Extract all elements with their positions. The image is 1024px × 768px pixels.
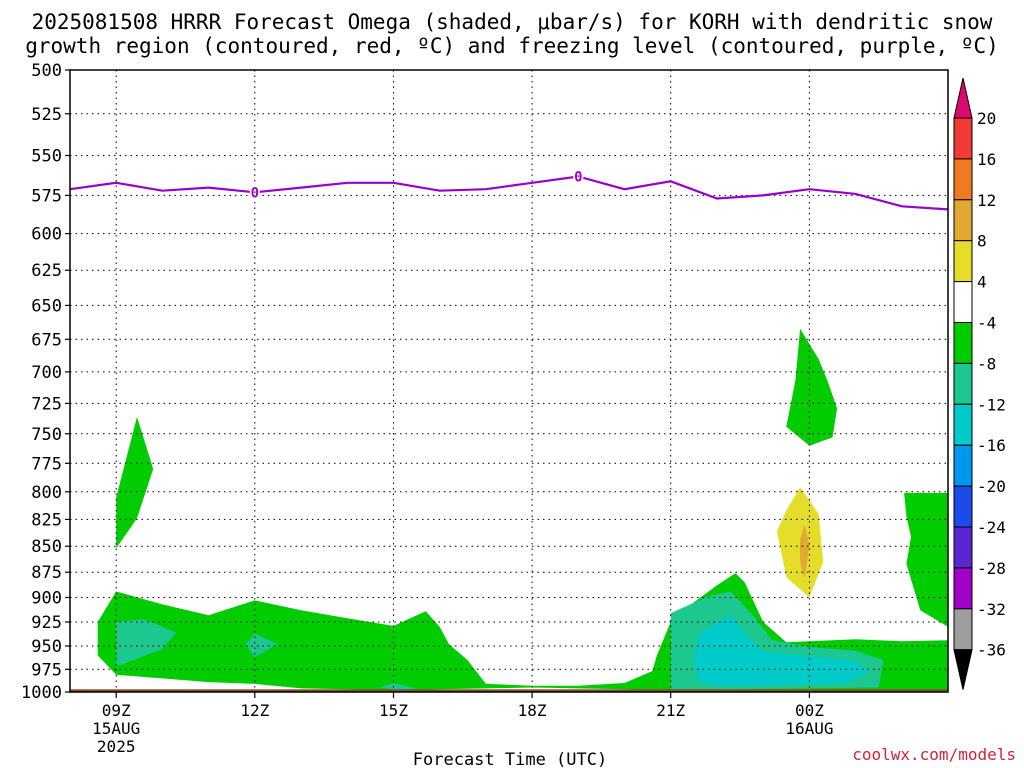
y-tick-label-700: 700 xyxy=(31,363,62,383)
colorbar-swatch--12 xyxy=(953,362,973,405)
x-tick-label-21Z: 21Z xyxy=(656,701,685,720)
credit-text: coolwx.com/models xyxy=(852,745,1016,764)
colorbar-swatch-4 xyxy=(953,240,973,283)
freezing-level-label-bg-1 xyxy=(573,168,584,184)
y-tick-label-525: 525 xyxy=(31,105,62,125)
x-tick-label-12Z: 12Z xyxy=(240,701,269,720)
colorbar-swatch--8 xyxy=(953,322,973,364)
y-tick-label-725: 725 xyxy=(31,394,62,414)
y-tick-label-900: 900 xyxy=(31,589,62,609)
y-tick-label-650: 650 xyxy=(31,296,62,316)
y-tick-label-850: 850 xyxy=(31,537,62,557)
colorbar-label-16: 16 xyxy=(977,150,996,169)
plot-frame xyxy=(69,69,949,693)
x-tick-label-09Z: 09Z xyxy=(102,701,131,720)
colorbar-label-4: 4 xyxy=(977,273,987,292)
colorbar-bottom-arrow xyxy=(953,649,973,690)
x-tick-label-18Z: 18Z xyxy=(518,701,547,720)
x-axis-label: Forecast Time (UTC) xyxy=(413,750,607,768)
y-tick-label-1000: 1000 xyxy=(21,683,62,703)
freezing-level-label-0: 0 xyxy=(251,185,259,201)
colorbar-label--28: -28 xyxy=(977,559,1006,578)
colorbar-swatch-8 xyxy=(953,199,973,242)
colorbar-label--32: -32 xyxy=(977,600,1006,619)
plot-area: 00 xyxy=(69,69,949,693)
y-tick-label-800: 800 xyxy=(31,483,62,503)
colorbar-label-20: 20 xyxy=(977,109,996,128)
colorbar-swatch--24 xyxy=(953,485,973,528)
x-tick-sublabel-09Z-0: 15AUG xyxy=(92,719,140,738)
freezing-level-label-bg-0 xyxy=(249,184,260,200)
y-tick-label-675: 675 xyxy=(31,330,62,350)
omega-region-1 xyxy=(116,416,154,549)
colorbar-label-8: 8 xyxy=(977,232,987,251)
freezing-level-line xyxy=(69,175,949,211)
y-tick-label-550: 550 xyxy=(31,147,62,167)
y-tick-label-575: 575 xyxy=(31,186,62,206)
colorbar-label--16: -16 xyxy=(977,436,1006,455)
x-tick-sublabel-00Z-0: 16AUG xyxy=(785,719,833,738)
colorbar-swatch-16 xyxy=(953,117,973,160)
freezing-level-layer: 00 xyxy=(69,168,949,211)
y-tick-label-600: 600 xyxy=(31,225,62,245)
y-tick-label-625: 625 xyxy=(31,261,62,281)
x-tick-sublabel-09Z-1: 2025 xyxy=(97,737,136,756)
colorbar-label--8: -8 xyxy=(977,354,996,373)
omega-region-3 xyxy=(904,492,948,627)
colorbar-swatch--36 xyxy=(953,608,973,651)
colorbar-label--20: -20 xyxy=(977,477,1006,496)
freezing-level-label-1: 0 xyxy=(574,169,582,185)
y-tick-label-950: 950 xyxy=(31,637,62,657)
omega-shading-layer xyxy=(97,328,948,691)
y-tick-label-875: 875 xyxy=(31,563,62,583)
omega-region-2 xyxy=(786,328,838,446)
colorbar-label--36: -36 xyxy=(977,641,1006,660)
ground-band xyxy=(70,689,948,692)
omega-region-10 xyxy=(800,524,810,579)
y-tick-label-975: 975 xyxy=(31,660,62,680)
y-axis: 500 525 550 575 600 625 650 675 700 725 750 775 800 8… xyxy=(21,61,70,703)
omega-region-8 xyxy=(693,614,870,686)
y-tick-label-750: 750 xyxy=(31,425,62,445)
y-tick-label-825: 825 xyxy=(31,510,62,530)
colorbar: 20 16 12 8 4 -4 -8 -12 -16 -20 -24 -28 -32 -36 xyxy=(953,77,1006,690)
chart-title-line2: growth region (contoured, red, ºC) and f… xyxy=(25,34,999,58)
colorbar-swatch--28 xyxy=(953,526,973,569)
colorbar-swatch--16 xyxy=(953,403,973,446)
y-tick-label-925: 925 xyxy=(31,613,62,633)
omega-region-4 xyxy=(116,619,177,667)
colorbar-label--12: -12 xyxy=(977,395,1006,414)
y-tick-label-500: 500 xyxy=(31,61,62,81)
grid-layer xyxy=(70,70,948,692)
x-tick-label-15Z: 15Z xyxy=(379,701,408,720)
colorbar-top-arrow xyxy=(953,77,973,119)
colorbar-label--24: -24 xyxy=(977,518,1006,537)
omega-region-5 xyxy=(245,633,278,658)
x-tick-label-00Z: 00Z xyxy=(795,701,824,720)
omega-region-6 xyxy=(379,683,417,691)
colorbar-swatch-12 xyxy=(953,158,973,201)
colorbar-swatch--20 xyxy=(953,444,973,487)
colorbar-label-12: 12 xyxy=(977,191,996,210)
colorbar-label--4: -4 xyxy=(977,314,996,333)
y-tick-label-775: 775 xyxy=(31,454,62,474)
chart-title-line1: 2025081508 HRRR Forecast Omega (shaded, … xyxy=(32,10,993,34)
colorbar-swatch--4 xyxy=(953,281,973,324)
colorbar-swatch--32 xyxy=(953,567,973,610)
